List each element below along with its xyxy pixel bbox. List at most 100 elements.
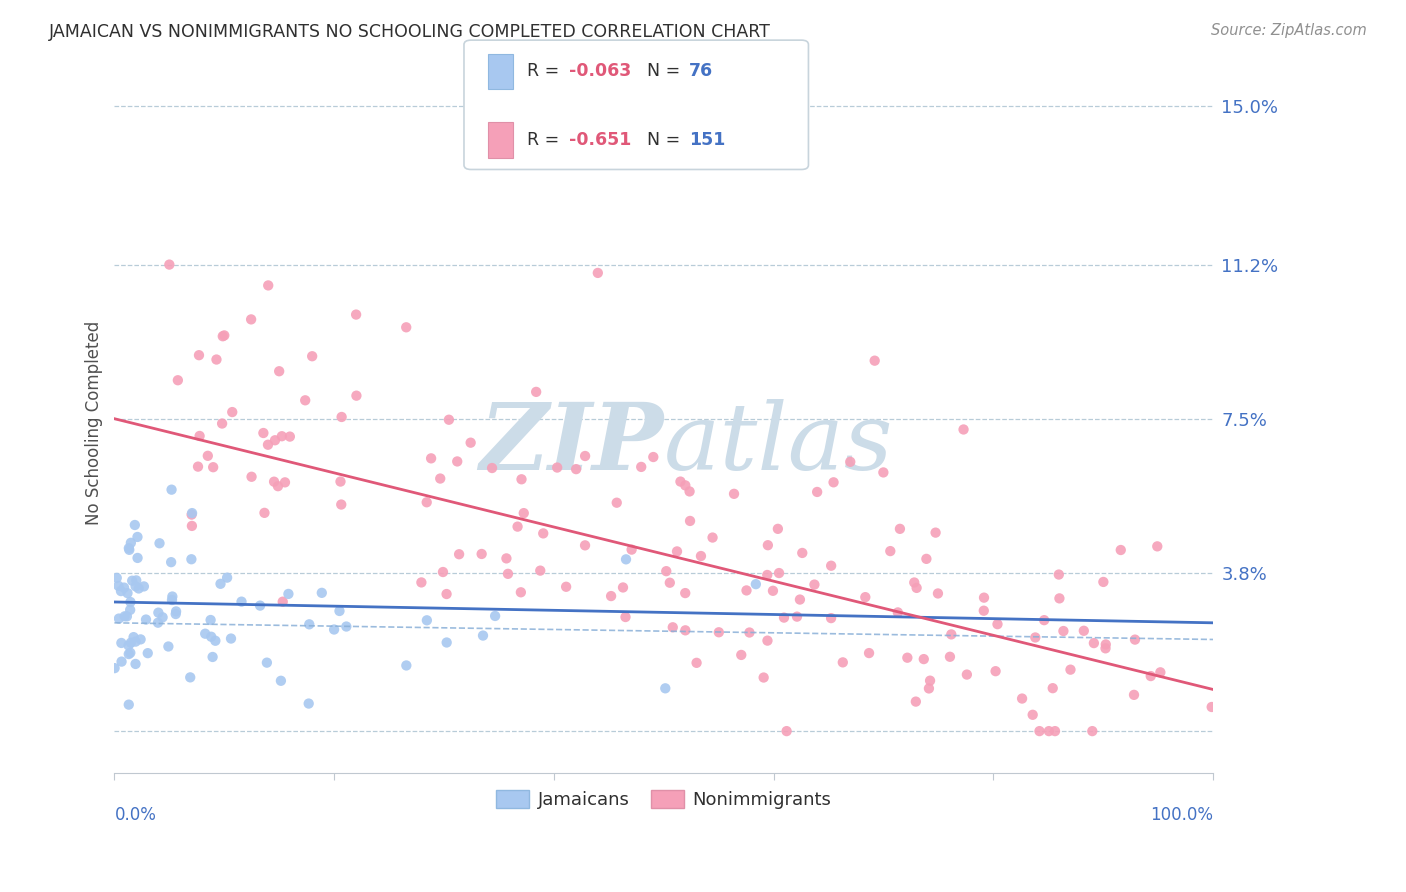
Point	[723, 487, 745, 501]
Point	[904, 695, 927, 709]
Point	[128, 582, 150, 596]
Point	[600, 589, 623, 603]
Point	[110, 584, 132, 599]
Point	[1081, 724, 1104, 739]
Point	[160, 593, 183, 607]
Point	[756, 538, 779, 552]
Text: R =: R =	[527, 131, 565, 149]
Point	[1011, 691, 1033, 706]
Point	[555, 580, 578, 594]
Point	[1038, 724, 1060, 739]
Point	[823, 475, 845, 490]
Point	[104, 661, 127, 675]
Point	[730, 648, 752, 662]
Point	[115, 609, 138, 624]
Point	[205, 352, 228, 367]
Point	[1033, 613, 1056, 627]
Point	[889, 522, 911, 536]
Point	[395, 320, 418, 334]
Point	[612, 581, 634, 595]
Point	[120, 603, 142, 617]
Text: R =: R =	[527, 62, 565, 80]
Point	[927, 586, 949, 600]
Point	[574, 538, 596, 552]
Point	[132, 579, 155, 593]
Point	[436, 587, 458, 601]
Point	[853, 590, 876, 604]
Point	[661, 620, 683, 634]
Text: 100.0%: 100.0%	[1150, 806, 1213, 824]
Point	[120, 646, 142, 660]
Point	[484, 609, 506, 624]
Point	[1024, 631, 1046, 645]
Point	[481, 461, 503, 475]
Point	[278, 429, 301, 443]
Point	[209, 577, 232, 591]
Point	[831, 656, 853, 670]
Point	[1123, 688, 1146, 702]
Point	[257, 438, 280, 452]
Point	[745, 577, 768, 591]
Point	[180, 552, 202, 566]
Point	[702, 531, 724, 545]
Point	[786, 609, 808, 624]
Point	[472, 629, 495, 643]
Point	[277, 587, 299, 601]
Point	[117, 639, 139, 653]
Point	[311, 586, 333, 600]
Point	[673, 624, 696, 638]
Point	[531, 526, 554, 541]
Point	[707, 625, 730, 640]
Point	[915, 552, 938, 566]
Point	[918, 681, 941, 696]
Point	[160, 555, 183, 569]
Point	[294, 393, 316, 408]
Point	[188, 429, 211, 443]
Point	[135, 613, 157, 627]
Point	[496, 566, 519, 581]
Text: JAMAICAN VS NONIMMIGRANTS NO SCHOOLING COMPLETED CORRELATION CHART: JAMAICAN VS NONIMMIGRANTS NO SCHOOLING C…	[49, 23, 770, 41]
Point	[197, 449, 219, 463]
Point	[655, 564, 678, 578]
Point	[524, 384, 547, 399]
Point	[269, 364, 291, 378]
Point	[1028, 724, 1050, 739]
Point	[416, 613, 439, 627]
Point	[257, 278, 280, 293]
Point	[148, 606, 170, 620]
Point	[395, 658, 418, 673]
Point	[685, 656, 707, 670]
Point	[157, 640, 180, 654]
Point	[905, 581, 928, 595]
Point	[271, 595, 294, 609]
Point	[735, 583, 758, 598]
Point	[108, 611, 131, 625]
Point	[110, 655, 132, 669]
Point	[912, 652, 935, 666]
Text: N =: N =	[647, 62, 686, 80]
Text: Source: ZipAtlas.com: Source: ZipAtlas.com	[1211, 23, 1367, 38]
Point	[973, 604, 995, 618]
Point	[1021, 707, 1043, 722]
Point	[118, 698, 141, 712]
Point	[217, 571, 239, 585]
Point	[267, 479, 290, 493]
Point	[509, 585, 531, 599]
Point	[939, 649, 962, 664]
Point	[125, 574, 148, 588]
Point	[986, 617, 1008, 632]
Point	[211, 329, 233, 343]
Point	[879, 544, 901, 558]
Point	[775, 724, 797, 739]
Point	[263, 475, 285, 489]
Point	[690, 549, 713, 563]
Point	[124, 579, 146, 593]
Point	[329, 475, 352, 489]
Text: -0.063: -0.063	[569, 62, 631, 80]
Point	[506, 519, 529, 533]
Point	[768, 566, 790, 580]
Point	[146, 615, 169, 630]
Point	[471, 547, 494, 561]
Point	[114, 609, 136, 624]
Point	[328, 604, 350, 618]
